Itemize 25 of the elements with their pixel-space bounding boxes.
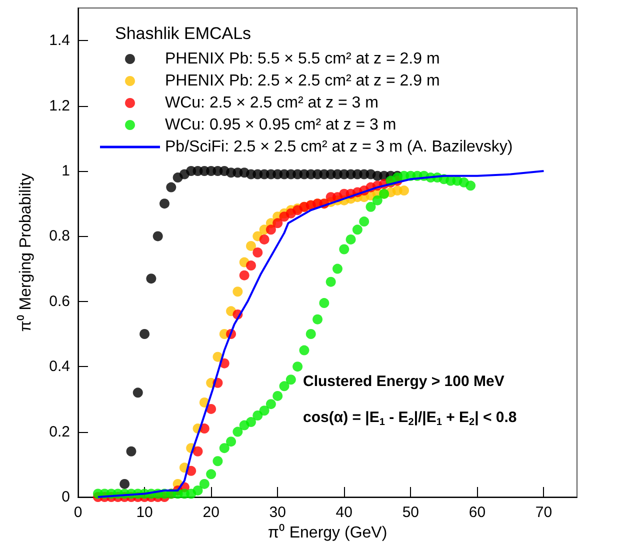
legend-label: Pb/SciFi: 2.5 × 2.5 cm² at z = 3 m (A. Bazilevsky): [165, 138, 513, 156]
legend-label: PHENIX Pb: 2.5 × 2.5 cm² at z = 2.9 m: [165, 72, 440, 90]
x-axis-title: π⁰ Energy (GeV): [268, 523, 388, 542]
x-tick-label: 60: [468, 504, 486, 521]
y-axis-title: π⁰ Merging Probability: [16, 173, 34, 332]
annotation: Clustered Energy > 100 MeV: [303, 373, 504, 390]
y-tick-label: 0: [62, 488, 70, 506]
legend-label: WCu: 0.95 × 0.95 cm² at z = 3 m: [165, 116, 396, 134]
legend-label: WCu: 2.5 × 2.5 cm² at z = 3 m: [165, 94, 378, 112]
x-tick-label: 50: [402, 504, 420, 521]
y-tick-label: 1.4: [49, 32, 70, 50]
y-tick-label: 1.2: [49, 97, 70, 114]
x-tick-label: 20: [202, 504, 220, 521]
y-tick-label: 0.4: [49, 358, 70, 376]
x-tick-label: 10: [136, 504, 153, 521]
y-tick-label: 0.6: [49, 292, 70, 310]
y-tick-label: 0.8: [49, 228, 70, 245]
x-tick-label: 0: [74, 504, 82, 521]
legend-title: Shashlik EMCALs: [115, 24, 252, 43]
y-tick-label: 1: [62, 162, 70, 180]
x-tick-label: 70: [535, 504, 552, 521]
y-tick-label: 0.2: [49, 423, 70, 440]
x-tick-label: 40: [336, 504, 352, 521]
x-tick-label: 30: [269, 504, 286, 521]
legend-label: PHENIX Pb: 5.5 × 5.5 cm² at z = 2.9 m: [165, 50, 440, 68]
